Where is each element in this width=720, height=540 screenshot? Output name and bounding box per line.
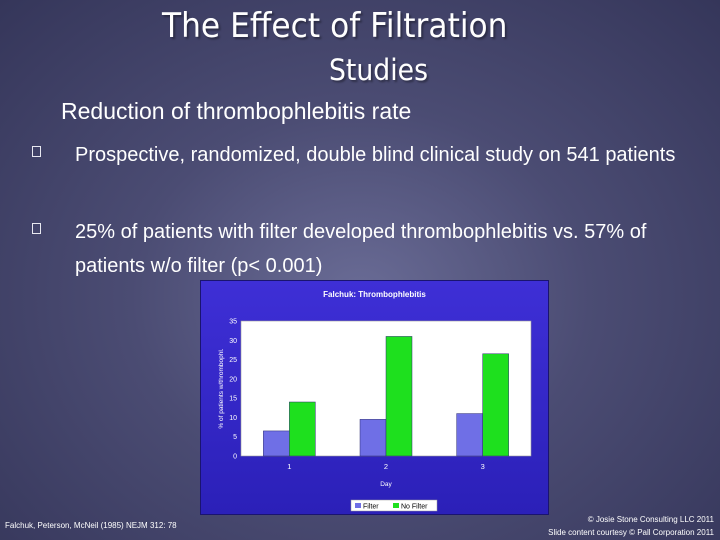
- y-axis-label: % of patients w/thrombophl.: [218, 348, 225, 428]
- chart-title: Falchuk: Thrombophlebitis: [323, 290, 426, 299]
- x-tick-label: 2: [384, 462, 388, 471]
- x-tick-label: 3: [481, 462, 485, 471]
- slide-subtitle: Reduction of thrombophlebitis rate: [61, 98, 412, 124]
- bar-no-filter: [385, 336, 413, 457]
- y-tick-label: 5: [233, 434, 237, 441]
- copyright-line-2: Slide content courtesy © Pall Corporatio…: [548, 528, 714, 537]
- bar-filter: [456, 413, 483, 457]
- y-tick-label: 30: [229, 338, 237, 345]
- bullet-text: Prospective, randomized, double blind cl…: [75, 144, 676, 166]
- bar-filter: [263, 430, 290, 457]
- legend-swatch: [355, 503, 361, 508]
- legend-label: No Filter: [401, 504, 428, 511]
- slide-title-line1: The Effect of Filtration: [162, 6, 508, 46]
- chart-svg: 0 5 10 15 20 25 30 35 % of patients w/thrombophl…: [218, 319, 532, 512]
- y-tick-label: 25: [229, 357, 237, 364]
- y-tick-label: 10: [229, 415, 237, 422]
- y-tick-label: 35: [229, 319, 237, 326]
- legend-swatch: [393, 503, 399, 508]
- bullet-square-icon: [32, 146, 41, 157]
- x-axis-label: Day: [380, 481, 392, 488]
- bar-no-filter: [482, 353, 509, 457]
- x-tick-label: 1: [287, 462, 291, 471]
- y-tick-label: 15: [229, 396, 237, 403]
- bar-no-filter: [289, 401, 316, 457]
- bar-filter: [359, 419, 387, 457]
- y-tick-label: 0: [233, 454, 237, 461]
- slide-title-line2: Studies: [329, 53, 428, 87]
- bullet-square-icon: [32, 223, 41, 234]
- y-tick-label: 20: [229, 376, 237, 383]
- citation: Falchuk, Peterson, McNeil (1985) NEJM 31…: [5, 521, 177, 530]
- copyright-line-1: © Josie Stone Consulting LLC 2011: [587, 515, 714, 524]
- bullet-text: 25% of patients with filter developed th…: [75, 221, 647, 277]
- legend-label: Filter: [363, 504, 379, 511]
- bar-chart: Falchuk: Thrombophlebitis 0 5 10 15 20 25 30 35…: [200, 280, 549, 515]
